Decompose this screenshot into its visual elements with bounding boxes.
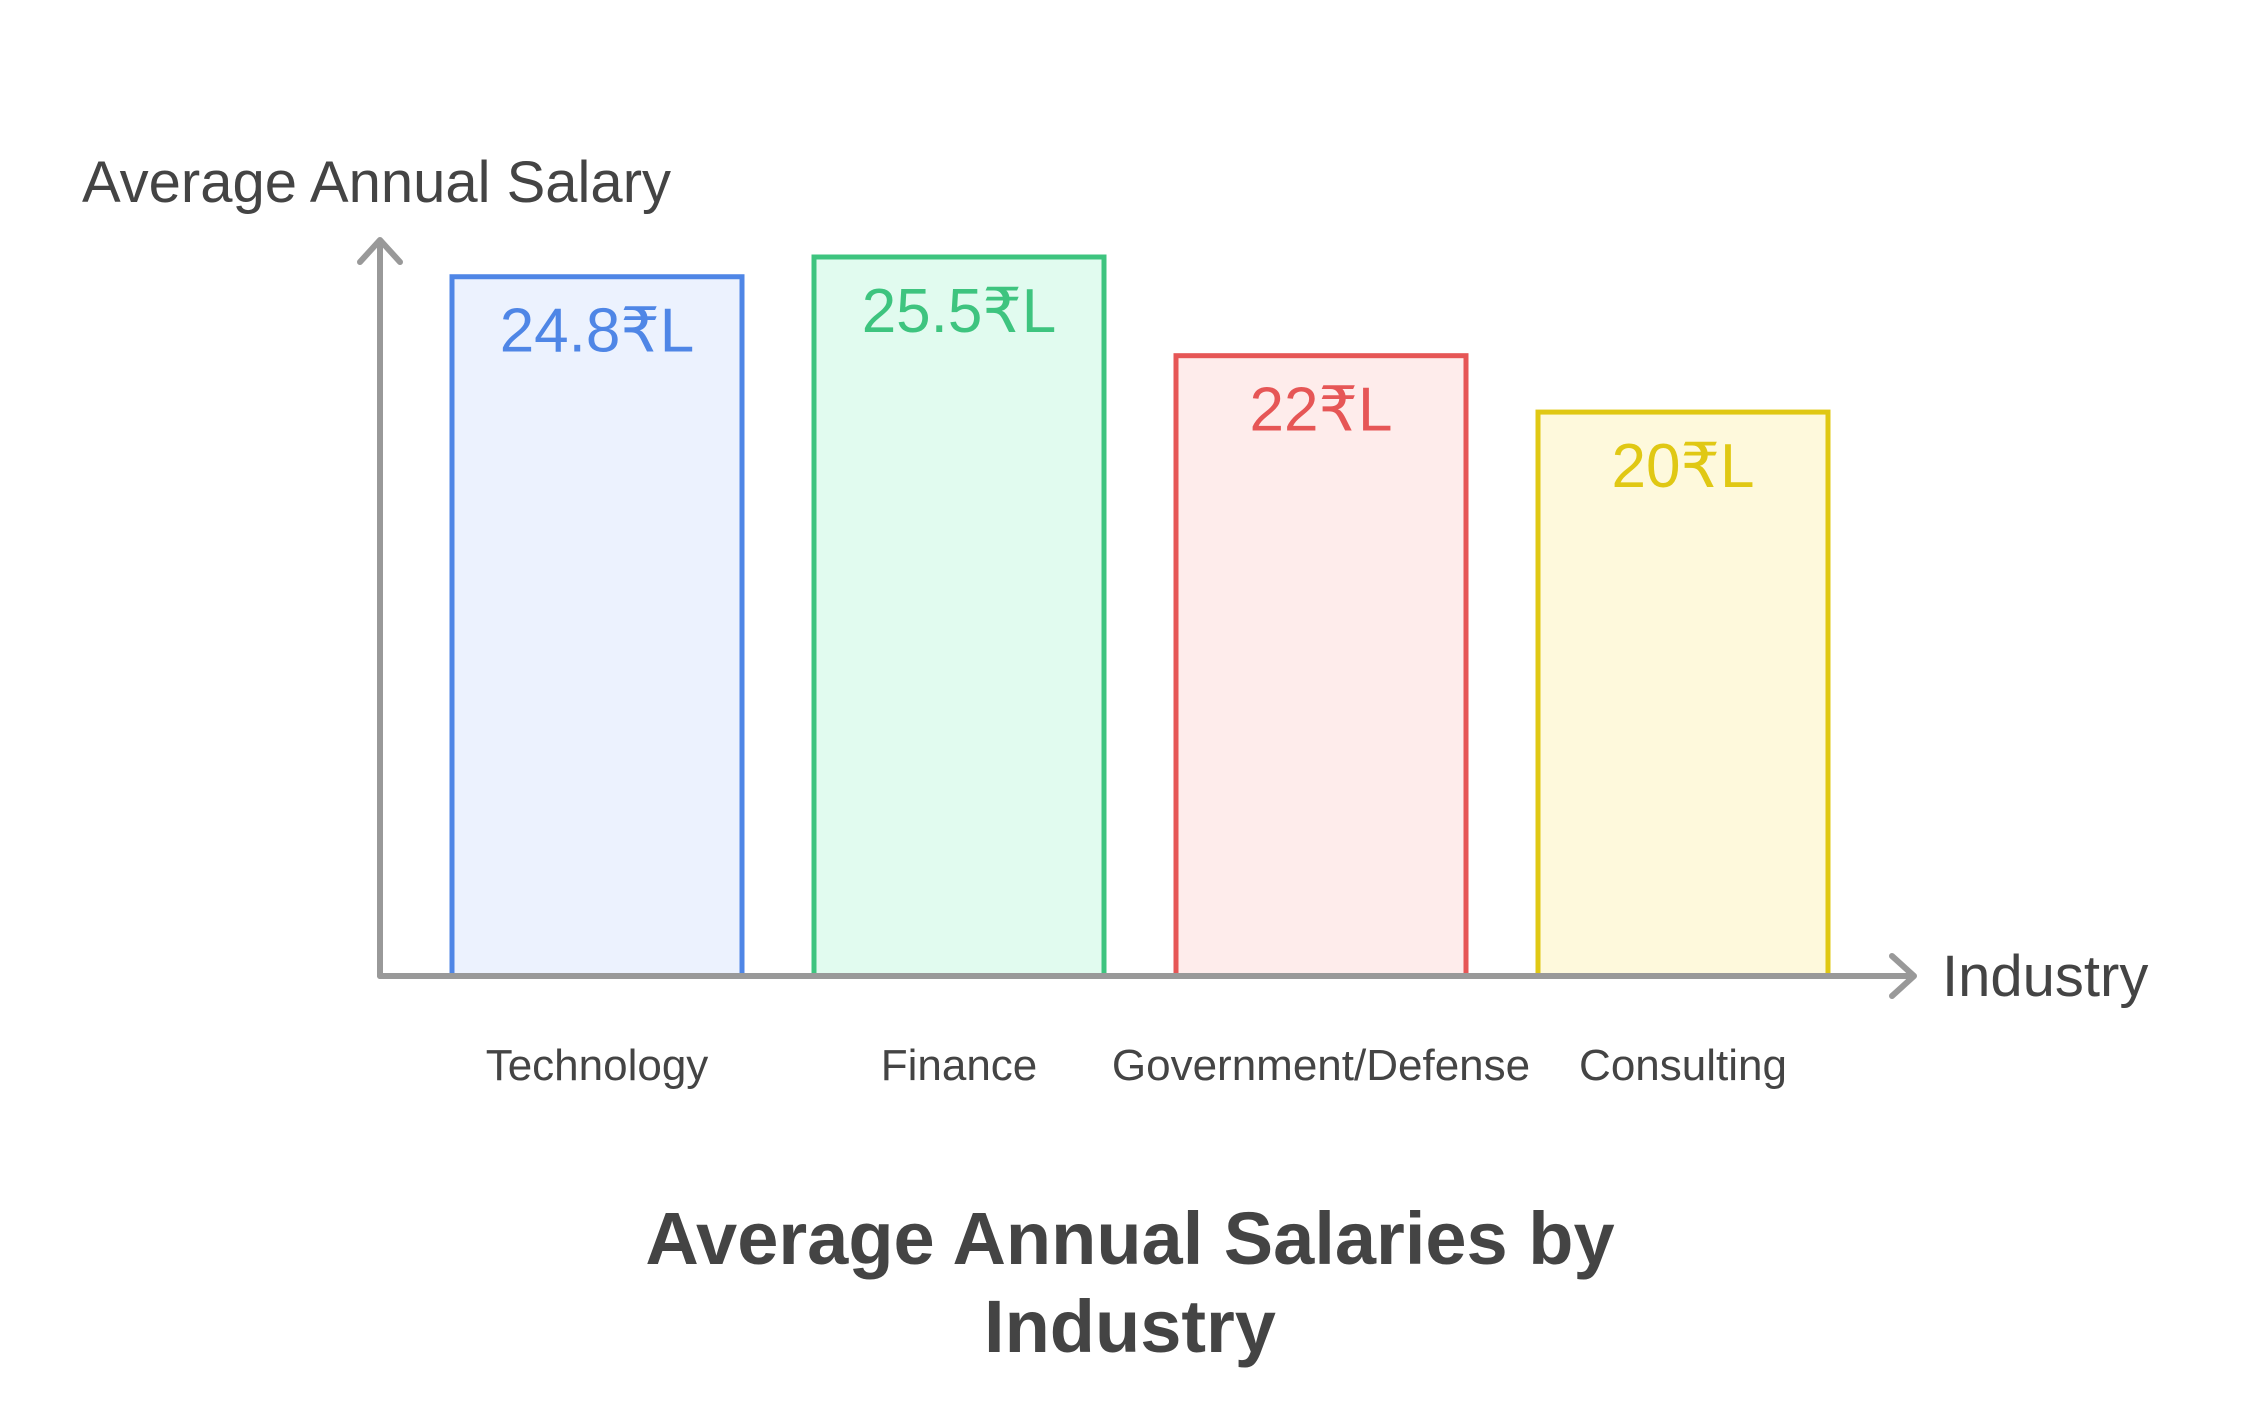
bar-government-defense xyxy=(1173,353,1469,979)
bar-consulting xyxy=(1535,409,1831,979)
value-label: 24.8₹L xyxy=(500,297,695,366)
category-label: Finance xyxy=(881,1041,1038,1090)
category-label: Consulting xyxy=(1579,1041,1787,1090)
y-axis-arrow-icon xyxy=(357,237,403,265)
bar-technology xyxy=(449,274,745,979)
y-axis-label: Average Annual Salary xyxy=(82,150,671,215)
category-label: Technology xyxy=(486,1041,709,1090)
bar-finance xyxy=(811,254,1107,979)
chart-title-line-1: Average Annual Salaries by xyxy=(645,1197,1614,1280)
x-axis-label: Industry xyxy=(1942,944,2148,1009)
value-label: 25.5₹L xyxy=(862,277,1057,346)
category-label: Government/Defense xyxy=(1112,1041,1530,1090)
value-label: 22₹L xyxy=(1250,376,1393,445)
value-label: 20₹L xyxy=(1612,432,1755,501)
chart-title-line-2: Industry xyxy=(984,1285,1276,1368)
x-axis-arrow-icon xyxy=(1889,953,1917,999)
